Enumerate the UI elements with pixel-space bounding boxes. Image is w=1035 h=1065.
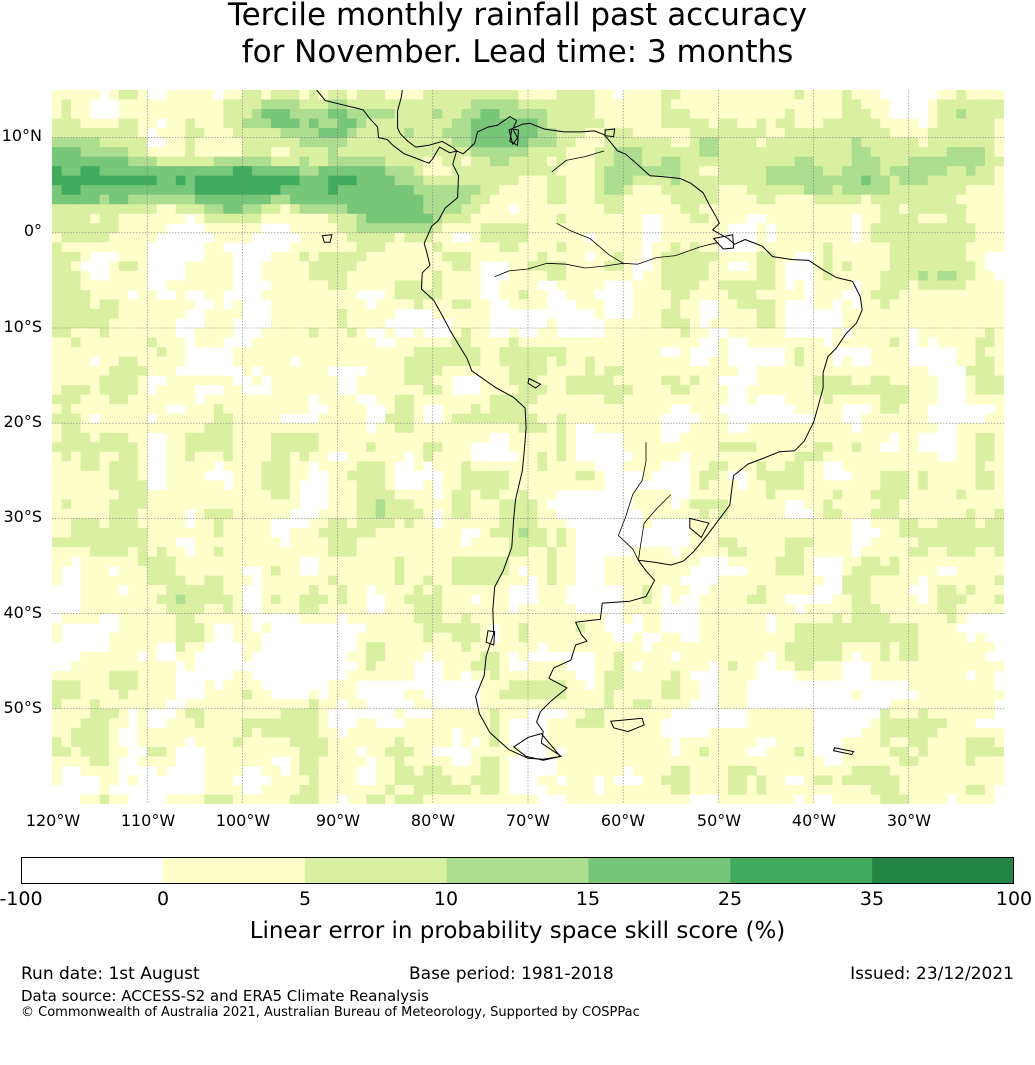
lon-label-30w: 30°W [886,811,932,830]
map-gridlines [52,90,1004,804]
skill-score-map [52,90,1004,804]
lat-label-20s: 20°S [3,412,42,431]
colorbar-segment [588,857,731,884]
lon-label-40w: 40°W [791,811,837,830]
colorbar-tick-35: 35 [859,888,885,910]
lon-label-50w: 50°W [696,811,742,830]
lat-label-50s: 50°S [3,698,42,717]
lat-label-10s: 10°S [3,317,42,336]
lat-label-0: 0° [23,221,42,240]
map-canvas [52,90,1004,804]
colorbar-segment [304,857,448,884]
base-period: Base period: 1981-2018 [409,964,614,984]
lat-label-10n: 10°N [1,126,42,145]
colorbar-tick-5: 5 [298,888,312,910]
data-source: Data source: ACCESS-S2 and ERA5 Climate … [21,987,429,1005]
lat-label-40s: 40°S [3,603,42,622]
colorbar-tick-15: 15 [575,888,601,910]
colorbar-tick-0: 0 [156,888,170,910]
lon-label-100w: 100°W [215,811,271,830]
colorbar-segment [730,857,873,884]
copyright: © Commonwealth of Australia 2021, Austra… [21,1005,640,1020]
colorbar-segment [446,857,589,884]
skill-score-field [52,90,1004,804]
colorbar-tick-100: 100 [995,888,1033,910]
chart-title-line2: for November. Lead time: 3 months [241,34,794,70]
colorbar-segment [162,857,306,884]
lon-label-80w: 80°W [410,811,456,830]
issued-date: Issued: 23/12/2021 [850,964,1014,984]
colorbar-segment [21,857,164,884]
lat-label-30s: 30°S [3,507,42,526]
lon-label-70w: 70°W [505,811,551,830]
colorbar-tick-25: 25 [717,888,743,910]
colorbar-tick-neg100: -100 [0,888,43,910]
colorbar-label: Linear error in probability space skill … [249,918,786,944]
colorbar-tick-10: 10 [433,888,459,910]
lon-label-90w: 90°W [315,811,361,830]
colorbar-border [21,857,1014,884]
colorbar [21,857,1014,884]
chart-title-line1: Tercile monthly rainfall past accuracy [227,0,808,33]
coastlines [316,90,863,761]
lon-label-120w: 120°W [25,811,81,830]
colorbar-segment [872,857,1014,884]
lon-label-60w: 60°W [600,811,646,830]
run-date: Run date: 1st August [21,964,200,984]
lon-label-110w: 110°W [120,811,176,830]
